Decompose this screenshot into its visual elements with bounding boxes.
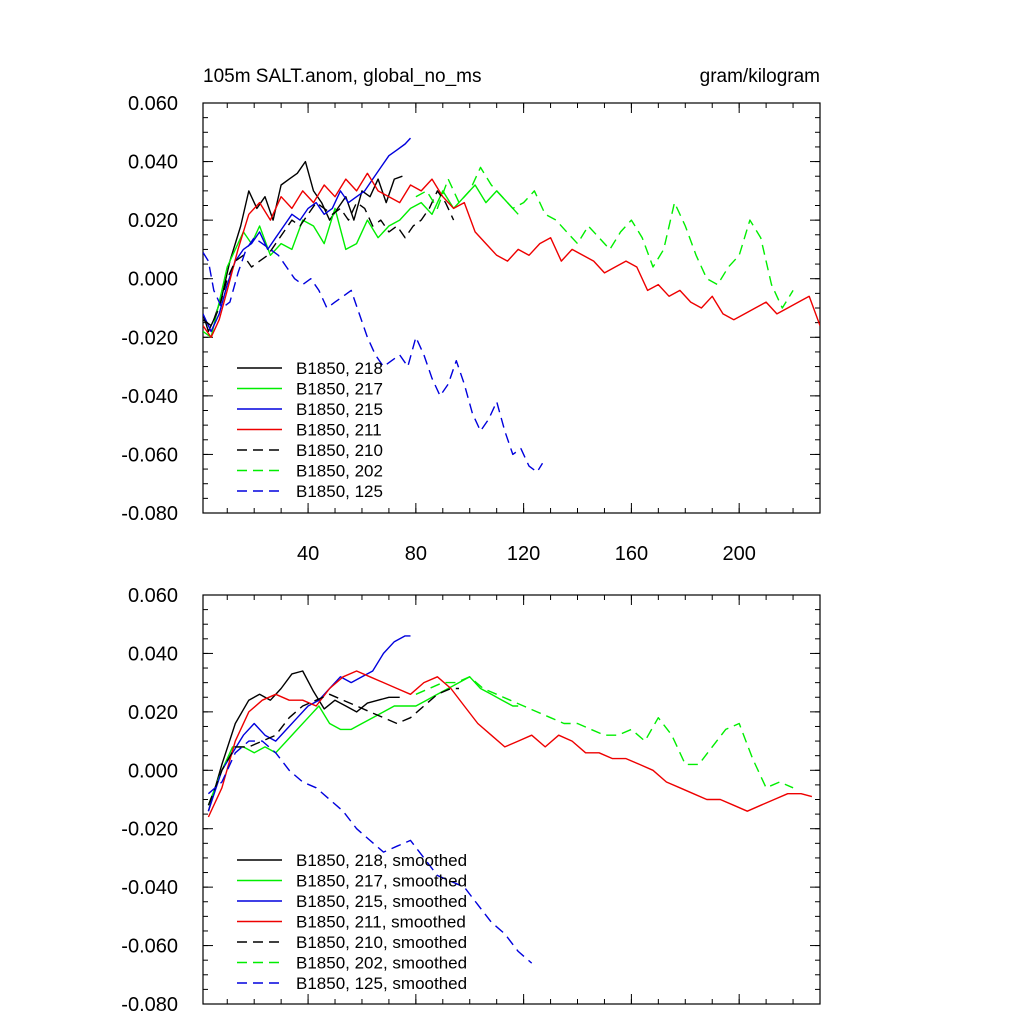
series-line-b1850-210-smoothed bbox=[207, 687, 459, 806]
top-panel: -0.080 -0.060 -0.040 -0.020 0.000 0.020 0.040 0… bbox=[121, 93, 821, 565]
x-tick-label: 200 bbox=[722, 543, 755, 565]
series-line-b1850-215-smoothed bbox=[207, 635, 411, 812]
y-tick-label: 0.020 bbox=[128, 702, 178, 724]
series-line-b1850-211 bbox=[203, 172, 820, 338]
series-line-b1850-217-smoothed bbox=[207, 676, 519, 806]
chart-title: 105m SALT.anom, global_no_ms bbox=[203, 66, 481, 87]
legend-label: B1850, 211, smoothed bbox=[296, 913, 466, 932]
series-line-b1850-218 bbox=[203, 160, 403, 333]
y-tick-label: 0.060 bbox=[128, 93, 178, 115]
legend-label: B1850, 125 bbox=[296, 482, 383, 501]
series-line-b1850-125-smoothed bbox=[207, 740, 533, 964]
y-tick-label: -0.060 bbox=[121, 936, 178, 958]
y-tick-label: 0.040 bbox=[128, 152, 178, 174]
series-line-b1850-125 bbox=[203, 236, 544, 473]
y-tick-label: 0.040 bbox=[128, 643, 178, 665]
series-line-b1850-211-smoothed bbox=[207, 670, 813, 818]
legend-label: B1850, 218, smoothed bbox=[296, 851, 467, 870]
y-tick-label: 0.020 bbox=[128, 210, 178, 232]
y-tick-label: -0.060 bbox=[121, 444, 178, 466]
x-tick-label: 80 bbox=[405, 543, 427, 565]
y-tick-label: 0.000 bbox=[128, 760, 178, 782]
legend-label: B1850, 210 bbox=[296, 441, 383, 460]
y-tick-label: 0.060 bbox=[128, 585, 178, 607]
chart-units: gram/kilogram bbox=[700, 66, 820, 87]
x-tick-label: 160 bbox=[615, 543, 648, 565]
legend-label: B1850, 211 bbox=[296, 421, 382, 440]
y-tick-label: -0.020 bbox=[121, 327, 178, 349]
y-tick-label: -0.040 bbox=[121, 386, 178, 408]
series-line-b1850-202 bbox=[415, 166, 794, 309]
bottom-panel: -0.080 -0.060 -0.040 -0.020 0.000 0.020 0.040 0… bbox=[121, 585, 821, 1016]
series-line-b1850-215 bbox=[203, 137, 412, 333]
legend-label: B1850, 218 bbox=[296, 359, 383, 378]
series-line-b1850-218-smoothed bbox=[207, 670, 400, 812]
legend: B1850, 218, smoothed B1850, 217, smoothed… bbox=[237, 851, 467, 993]
y-tick-label: -0.040 bbox=[121, 877, 178, 899]
x-tick-label: 40 bbox=[297, 543, 319, 565]
series-line-b1850-210 bbox=[203, 190, 455, 327]
legend-label: B1850, 202, smoothed bbox=[296, 954, 467, 973]
legend-label: B1850, 217, smoothed bbox=[296, 872, 467, 891]
y-tick-label: -0.020 bbox=[121, 819, 178, 841]
y-tick-label: -0.080 bbox=[121, 994, 178, 1016]
y-tick-label: -0.080 bbox=[121, 503, 178, 525]
legend-label: B1850, 217 bbox=[296, 380, 383, 399]
legend-label: B1850, 215 bbox=[296, 400, 383, 419]
legend-label: B1850, 125, smoothed bbox=[296, 974, 467, 993]
y-tick-label: 0.000 bbox=[128, 269, 178, 291]
x-tick-label: 120 bbox=[507, 543, 540, 565]
legend-label: B1850, 215, smoothed bbox=[296, 892, 467, 911]
legend-label: B1850, 202 bbox=[296, 462, 383, 481]
series-line-b1850-217 bbox=[203, 184, 519, 338]
legend-label: B1850, 210, smoothed bbox=[296, 933, 467, 952]
series-line-b1850-202-smoothed bbox=[415, 676, 794, 789]
